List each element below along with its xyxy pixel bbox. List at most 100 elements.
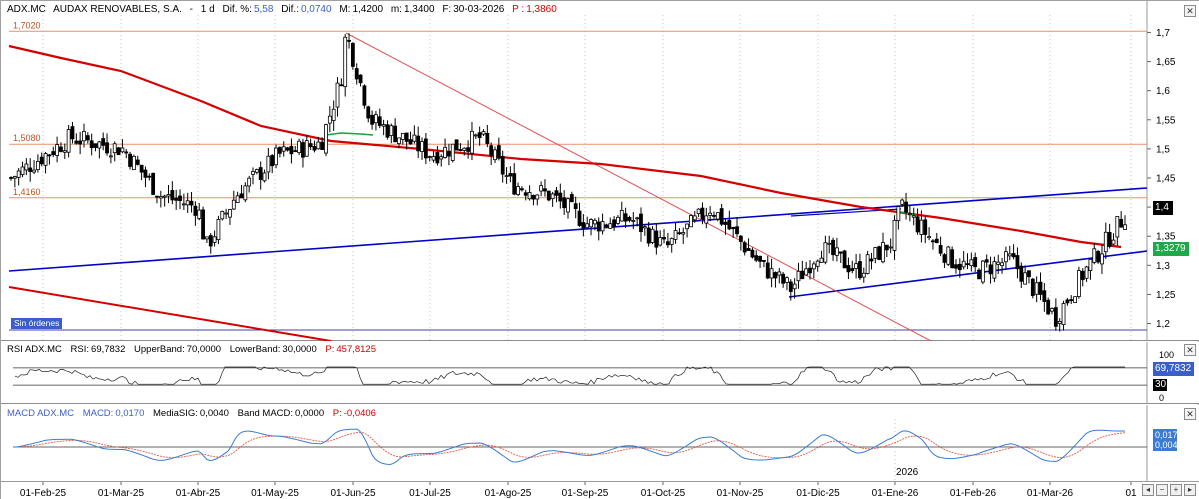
candle [504, 167, 509, 184]
candle [719, 203, 724, 227]
candle-body [781, 273, 786, 284]
candle-body [577, 210, 582, 226]
candle [973, 252, 978, 273]
candle-body [546, 190, 551, 201]
candle [723, 219, 728, 235]
price-chart-svg[interactable]: 1,7 1,65 1,6 1,55 1,5 1,45 1,4 1,35 1,3 1,25 1,2 1,… [1, 1, 1199, 341]
dif-pct-label: Dif. %: [222, 4, 252, 15]
candle [247, 175, 252, 193]
rsi-chart-svg[interactable]: 100 0 [1, 342, 1199, 404]
candle-body [900, 199, 905, 205]
candle-body [562, 197, 567, 209]
price-panel[interactable]: ADX.MC AUDAX RENOVABLES, S.A. - 1 d Dif.… [1, 1, 1199, 341]
rsi-panel[interactable]: RSI ADX.MC RSI: 69,7832 UpperBand: 70,0000… [1, 342, 1199, 404]
y-tick-label: 1,25 [1156, 290, 1176, 301]
macd-chart-svg[interactable] [1, 405, 1199, 481]
macd-panel[interactable]: MACD ADX.MC MACD: 0,0170 MediaSIG: 0,0040 … [1, 405, 1199, 481]
candle-body [450, 143, 455, 161]
candle [846, 257, 851, 280]
candle [339, 78, 344, 87]
candle [354, 63, 359, 85]
rsi-close-button[interactable]: ✕ [1184, 344, 1196, 356]
candle-body [1050, 308, 1054, 312]
scroll-left-button[interactable]: ◂ [1142, 484, 1154, 496]
candle-body [293, 150, 298, 152]
candle-body [723, 221, 728, 225]
candle [477, 126, 482, 146]
candle-body [527, 192, 532, 200]
candle-body [381, 124, 386, 127]
candle [62, 143, 67, 160]
candle [1007, 245, 1012, 261]
x-axis-svg: 01-Feb-25 01-Mar-25 01-Abr-25 01-May-25 01-J… [20, 482, 1137, 499]
candle-body [1069, 299, 1074, 302]
candle-body [631, 220, 636, 222]
candle-body [489, 145, 494, 156]
candle-body [231, 199, 236, 210]
resistance-trend-line [345, 32, 932, 341]
candle [443, 138, 447, 159]
candle-body [1000, 262, 1004, 267]
candle [662, 229, 666, 244]
y-tick-label: 1,65 [1156, 57, 1176, 68]
lower-channel-line [788, 250, 1148, 298]
candle [612, 216, 616, 231]
candle-body [827, 242, 832, 245]
candle-body [1073, 296, 1077, 304]
candle [208, 233, 213, 254]
zoom-out-button[interactable]: − [1156, 484, 1168, 496]
candle-body [1115, 216, 1120, 238]
candle [589, 218, 593, 236]
candle-body [427, 156, 432, 158]
candle [266, 147, 271, 180]
candle-body [151, 172, 156, 195]
macd-value: 0,0170 [115, 408, 145, 419]
macd-close-button[interactable]: ✕ [1184, 408, 1196, 420]
candle [527, 185, 532, 201]
candle-body [374, 114, 378, 124]
candle [980, 259, 985, 285]
candle [262, 169, 267, 183]
candle [631, 212, 636, 230]
candle [961, 251, 966, 270]
candle-body [915, 216, 920, 233]
candle [1046, 297, 1051, 316]
candle [120, 139, 125, 154]
candle [216, 215, 221, 244]
candle [254, 168, 259, 175]
macd-p-value: -0,0406 [343, 408, 376, 419]
candle [347, 33, 351, 49]
x-tick-label: 01-Ago-25 [485, 488, 532, 499]
candle [416, 126, 421, 159]
candle [70, 121, 75, 144]
candle [696, 208, 701, 217]
orders-badge[interactable]: Sin órdenes [11, 318, 63, 329]
candle [1077, 266, 1081, 299]
candle-body [189, 200, 194, 206]
x-tick-label: 01-Oct-25 [641, 488, 686, 499]
rsi-header: RSI ADX.MC RSI: 69,7832 UpperBand: 70,0000… [7, 344, 382, 355]
scroll-right-button[interactable]: ▸ [1184, 484, 1196, 496]
candle [1084, 265, 1089, 282]
macd-title: MACD ADX.MC [7, 408, 75, 419]
candle [988, 256, 993, 284]
y-tick-label: 1,2 [1156, 319, 1170, 330]
candle [47, 154, 52, 165]
candle [170, 181, 175, 205]
candle [689, 214, 693, 228]
candle [957, 258, 962, 278]
level-label: 1,7020 [13, 20, 41, 30]
macd-signal-line [15, 431, 1126, 459]
panel-close-button[interactable]: ✕ [1184, 5, 1196, 17]
x-tick-label: 01-Abr-25 [176, 488, 221, 499]
candle [324, 123, 328, 157]
macd-label: MACD: [82, 408, 114, 419]
candle-body [162, 195, 167, 198]
candle [546, 190, 551, 202]
candle-body [170, 190, 175, 201]
zoom-in-button[interactable]: + [1170, 484, 1182, 496]
candle [35, 154, 40, 173]
candle [493, 146, 497, 163]
candle [162, 194, 167, 207]
candle [20, 161, 25, 178]
